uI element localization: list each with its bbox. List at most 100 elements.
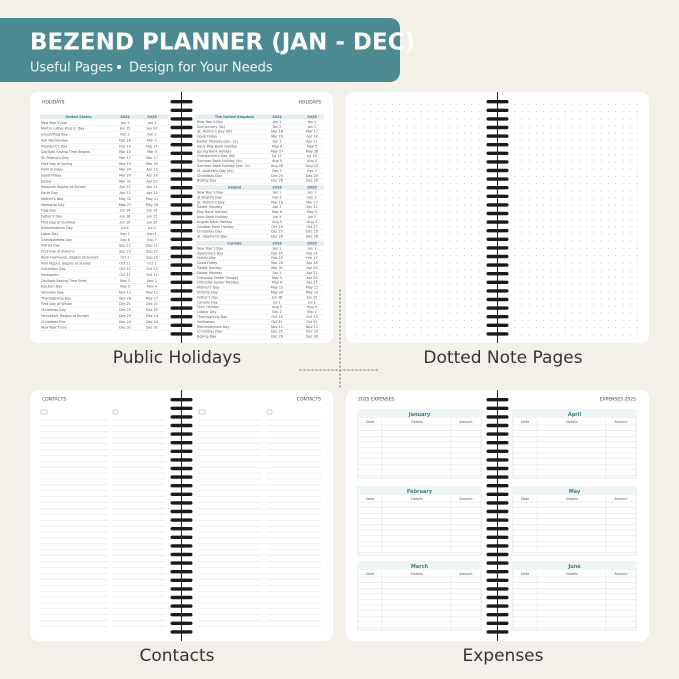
caption: Public Holidays [113,348,242,368]
holiday-name: Thanksgiving Day [196,315,227,319]
holiday-date: Mar 19 [119,162,131,166]
holiday-name: St. Andrew's Day (Sc) [197,169,234,173]
spiral-ring [486,578,509,582]
caption: Contacts [140,646,215,666]
spiral-ring [170,406,193,410]
page-title: CONTACTS [297,397,321,403]
bullet [117,65,121,69]
holiday-date: Sep 1 [307,310,317,314]
page-title: 2025 EXPENSES [358,397,394,403]
spiral-ring [486,458,509,462]
dot-grid [512,100,638,336]
holiday-date: Dec 25 [146,308,158,312]
expense-header-bg [513,487,636,495]
spiral-ring [486,108,509,112]
spiral-ring [486,246,509,250]
holiday-date: Oct 28 [271,225,282,229]
spiral-ring [486,186,509,190]
spiral-ring [486,466,509,471]
spiral-ring [486,484,509,488]
holiday-date: Jun 16 [271,295,283,299]
holiday-date: Apr 22 [146,191,157,195]
holiday-date: May 26 [146,203,158,207]
table-year: 2024 [120,115,130,119]
holiday-name: Independence Day [41,226,73,230]
holiday-date: Jun 20 [119,220,131,224]
table-year: 2025 [307,186,317,190]
expense-header-bg [358,410,481,418]
holiday-name: Halloween [197,320,215,324]
holiday-date: Nov 11 [119,291,131,295]
holiday-name: Labor Day [41,232,58,236]
spiral-ring [486,100,509,104]
holiday-date: May 12 [119,197,131,201]
spiral-ring [170,587,193,591]
holiday-name: St. Patrick's Day [197,200,225,204]
holiday-date: Feb 19 [119,144,130,148]
holiday-name: Daylight Saving Time Ends [41,279,87,283]
holiday-name: October Bank Holiday [197,225,234,229]
holiday-name: St. Patrick's Day (NI) [197,130,233,134]
table-year: 2025 [307,115,317,119]
expense-header-bg [358,487,481,495]
holiday-name: Christmas Day [197,330,222,334]
holiday-name: First Day of Autumn [41,250,75,254]
holiday-date: Apr 12 [146,185,157,189]
holiday-name: First Day of Summer [41,220,76,224]
holiday-name: Veterans Day [41,291,64,295]
holiday-name: President's Day [41,144,67,148]
column-header: Date [366,420,374,424]
spiral-ring [486,398,509,402]
spiral-ring [170,449,193,453]
spiral-ring [170,630,193,634]
holiday-date: Feb 5 [272,195,281,199]
holiday-date: Dec 24 [119,320,131,324]
holiday-date: Mar 31 [271,266,283,270]
holiday-date: Jun 15 [146,214,158,218]
holiday-date: Jan 2 [307,125,316,129]
holiday-date: Apr 13 [146,168,157,172]
month-name: January [408,412,431,418]
page-title: EXPENSES 2025 [600,397,636,403]
holiday-date: Nov 11 [306,325,318,329]
holiday-name: Martin Luther King Jr. Day [41,127,84,131]
holiday-date: Apr 21 [306,205,317,209]
spiral-ring [486,449,509,453]
holiday-date: Apr 22 [119,191,130,195]
holiday-name: Early May Bank Holiday [197,144,237,148]
holiday-date: Apr 18 [306,261,317,265]
spiral-ring [170,561,193,565]
page-title: HOLIDAYS [42,100,65,106]
mail-icon [198,409,206,415]
spiral-ring [486,237,509,241]
holiday-name: June Bank Holiday [196,215,228,219]
spiral-ring [170,306,193,310]
holiday-date: Mar 20 [146,162,158,166]
holiday-date: Jun 16 [119,214,131,218]
spiral-ring [170,441,193,445]
holiday-name: Mother's Day [197,286,219,290]
holiday-date: Dec 25 [271,330,283,334]
spiral-ring [170,527,193,531]
holiday-date: Dec 25 [306,230,318,234]
spiral-ring [486,297,509,302]
spiral-ring [486,552,509,557]
expense-box [512,409,637,479]
spiral-ring [170,604,193,608]
holiday-date: Nov 28 [119,296,131,300]
spiral-ring [486,117,509,121]
spiral-ring [486,604,509,608]
holiday-date: May 12 [271,286,283,290]
phone-icon [266,409,273,415]
spiral-ring [486,160,509,164]
spiral-ring [170,186,193,190]
holiday-date: Apr 1 [272,205,281,209]
holiday-name: Columbus Day [41,267,66,271]
spiral-ring [170,272,193,276]
holiday-date: Dec 25 [306,174,318,178]
holiday-date: Mar 29 [271,135,283,139]
column-header: Details [566,497,578,501]
table-year: 2024 [272,242,282,246]
